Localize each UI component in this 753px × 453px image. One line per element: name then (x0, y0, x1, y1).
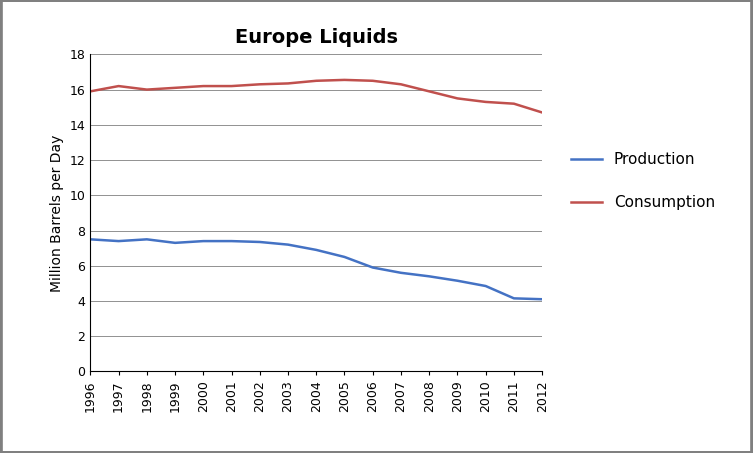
Production (425, 274, 434, 279)
Production (114, 238, 123, 244)
Production (142, 236, 151, 242)
Production (199, 238, 208, 244)
Consumption (368, 78, 377, 83)
Consumption (142, 87, 151, 92)
Consumption (114, 83, 123, 89)
Consumption (86, 89, 95, 94)
Consumption (396, 82, 405, 87)
Production (312, 247, 321, 253)
Consumption (510, 101, 519, 106)
Production (340, 254, 349, 260)
Production (255, 239, 264, 245)
Y-axis label: Million Barrels per Day: Million Barrels per Day (50, 134, 64, 292)
Consumption (453, 96, 462, 101)
Production (538, 297, 547, 302)
Legend: Production, Consumption: Production, Consumption (565, 146, 721, 216)
Consumption (340, 77, 349, 82)
Consumption (538, 110, 547, 115)
Production (510, 296, 519, 301)
Consumption (312, 78, 321, 83)
Production (86, 236, 95, 242)
Consumption (227, 83, 236, 89)
Consumption (481, 99, 490, 105)
Title: Europe Liquids: Europe Liquids (235, 28, 398, 47)
Consumption (199, 83, 208, 89)
Production (396, 270, 405, 275)
Consumption (255, 82, 264, 87)
Consumption (425, 89, 434, 94)
Production (227, 238, 236, 244)
Production (283, 242, 292, 247)
Production (481, 283, 490, 289)
Line: Production: Production (90, 239, 542, 299)
Consumption (171, 85, 180, 91)
Consumption (283, 81, 292, 86)
Production (368, 265, 377, 270)
Production (171, 240, 180, 246)
Production (453, 278, 462, 284)
Line: Consumption: Consumption (90, 80, 542, 112)
